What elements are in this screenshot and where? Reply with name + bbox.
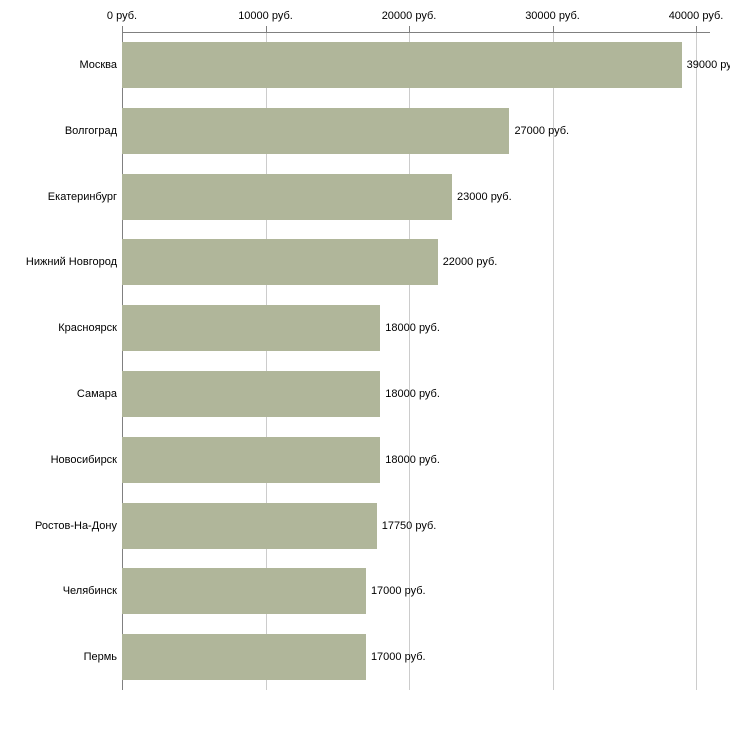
bar-value-label: 18000 руб. [385, 387, 440, 400]
bar [122, 305, 381, 352]
category-label: Челябинск [62, 585, 117, 598]
bar [122, 370, 381, 417]
x-tick-label: 20000 руб. [381, 10, 437, 22]
x-axis-tick [552, 26, 554, 32]
category-label: Пермь [83, 651, 117, 664]
bar-value-label: 18000 руб. [385, 322, 440, 335]
x-tick-label: 40000 руб. [668, 10, 724, 22]
category-label: Ростов-На-Дону [34, 519, 117, 532]
bar-value-label: 22000 руб. [442, 256, 498, 269]
category-label: Нижний Новгород [25, 256, 117, 269]
x-tick-label: 10000 руб. [238, 10, 293, 22]
category-label: Москва [79, 58, 117, 71]
bar [122, 239, 438, 286]
bar-value-label: 23000 руб. [457, 190, 512, 203]
x-tick-label: 0 руб. [106, 10, 138, 22]
bar [122, 568, 366, 615]
x-axis-tick [265, 26, 267, 32]
x-axis-line [122, 32, 710, 33]
category-label: Волгоград [64, 124, 117, 137]
category-label: Самара [76, 387, 117, 400]
x-tick-label: 30000 руб. [525, 10, 580, 22]
x-axis-tick [696, 26, 697, 32]
bar [122, 41, 682, 88]
bar-value-label: 17000 руб. [370, 651, 426, 664]
bar [122, 502, 377, 549]
gridline [552, 32, 554, 690]
y-axis-line [122, 32, 123, 690]
bar-value-label: 17750 руб. [381, 519, 437, 532]
x-axis-tick [122, 26, 123, 32]
bar-value-label: 39000 руб. [686, 58, 730, 71]
bar [122, 107, 510, 154]
x-axis-tick [409, 26, 410, 32]
gridline [265, 32, 267, 690]
bar [122, 436, 381, 483]
category-label: Красноярск [58, 322, 117, 335]
bar [122, 634, 366, 681]
bar-value-label: 18000 руб. [385, 453, 440, 466]
bar-value-label: 17000 руб. [370, 585, 426, 598]
category-label: Екатеринбург [47, 190, 117, 203]
gridline [409, 32, 410, 690]
bar [122, 173, 453, 220]
bar-value-label: 27000 руб. [514, 124, 570, 137]
gridline [696, 32, 697, 690]
category-label: Новосибирск [50, 453, 117, 466]
